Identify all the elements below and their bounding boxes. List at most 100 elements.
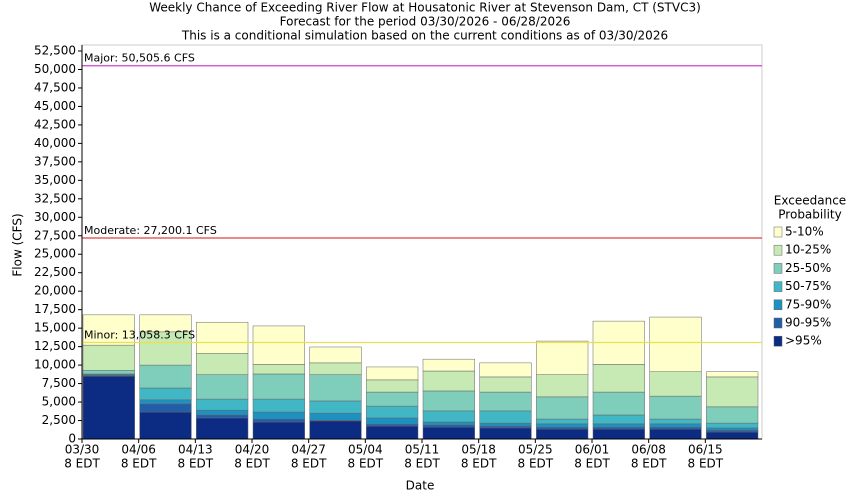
legend-swatch <box>773 263 783 274</box>
bar-segment <box>592 391 645 416</box>
x-tick-label: 04/20 <box>235 443 270 457</box>
y-tick-label: 37,500 <box>34 154 76 168</box>
chart-subtitle: This is a conditional simulation based o… <box>181 29 668 43</box>
threshold-label: Major: 50,505.6 CFS <box>84 52 195 65</box>
bar-segment <box>649 428 702 440</box>
x-tick-label: 8 EDT <box>404 457 440 471</box>
bar-segment <box>649 395 702 420</box>
bar-segment <box>649 426 702 430</box>
y-tick-label: 35,000 <box>34 173 76 187</box>
bar-segment <box>82 344 135 371</box>
legend-title: Probability <box>778 208 841 222</box>
bar-segment <box>706 431 759 440</box>
bar-segment <box>139 399 192 405</box>
bar-segment <box>536 340 589 375</box>
bar-segment <box>252 411 305 420</box>
x-tick-label: 8 EDT <box>64 457 100 471</box>
bar-segment <box>479 376 532 393</box>
x-axis-label: Date <box>406 479 435 493</box>
bar-segment <box>366 417 419 425</box>
bar-segment <box>139 387 192 401</box>
y-tick-label: 0 <box>68 432 76 446</box>
legend-label: >95% <box>785 334 822 348</box>
legend-swatch <box>773 226 783 238</box>
bar-segment <box>139 364 192 389</box>
bar-segment <box>536 374 589 398</box>
bar-segment <box>309 420 362 440</box>
bar-segment <box>706 376 759 408</box>
y-tick-label: 17,500 <box>34 302 76 316</box>
bar-segment <box>82 370 135 375</box>
bar-segment <box>479 422 532 427</box>
bar-segment <box>366 423 419 427</box>
legend-label: 5-10% <box>785 225 824 239</box>
y-tick-label: 45,000 <box>34 99 76 113</box>
x-tick-label: 05/18 <box>461 443 496 457</box>
bar-segment <box>479 427 532 440</box>
bar-segment <box>536 426 589 430</box>
bar-segment <box>309 346 362 364</box>
bar-segment <box>196 409 249 416</box>
bar-segment <box>649 418 702 425</box>
y-tick-label: 12,500 <box>34 339 76 353</box>
bar-segment <box>196 398 249 411</box>
bar-segment <box>422 410 475 423</box>
legend-label: 10-25% <box>785 243 831 257</box>
bar-segment <box>309 412 362 421</box>
x-tick-label: 04/06 <box>121 443 156 457</box>
bar-segment <box>536 418 589 425</box>
bar-segment <box>592 423 645 428</box>
y-tick-label: 2,500 <box>42 413 76 427</box>
x-tick-label: 06/15 <box>688 443 723 457</box>
threshold-label: Moderate: 27,200.1 CFS <box>84 224 217 237</box>
y-tick-label: 20,000 <box>34 284 76 298</box>
bar-segment <box>196 321 249 354</box>
x-tick-label: 8 EDT <box>348 457 384 471</box>
x-tick-label: 8 EDT <box>234 457 270 471</box>
bar-segment <box>479 391 532 412</box>
x-tick-label: 05/11 <box>405 443 440 457</box>
x-tick-label: 8 EDT <box>121 457 157 471</box>
bar-segment <box>309 400 362 414</box>
bar-segment <box>706 422 759 429</box>
bar-segment <box>366 379 419 393</box>
x-tick-label: 8 EDT <box>518 457 554 471</box>
y-tick-label: 22,500 <box>34 265 76 279</box>
bar-segment <box>706 429 759 433</box>
legend-swatch <box>773 244 783 256</box>
bar-segment <box>252 364 305 375</box>
legend-swatch <box>773 335 783 347</box>
bar-segment <box>366 405 419 419</box>
bar-segment <box>366 366 419 381</box>
legend-label: 75-90% <box>785 297 831 311</box>
bar-segment <box>422 424 475 428</box>
bar-segment <box>422 426 475 440</box>
y-tick-label: 42,500 <box>34 117 76 131</box>
y-tick-label: 10,000 <box>34 358 76 372</box>
y-axis-label: Flow (CFS) <box>11 213 25 276</box>
bar-segment <box>82 314 135 346</box>
bar-segment <box>139 314 192 333</box>
x-tick-label: 8 EDT <box>291 457 327 471</box>
bar-segment <box>592 414 645 425</box>
y-tick-label: 40,000 <box>34 136 76 150</box>
chart-subtitle: Forecast for the period 03/30/2026 - 06/… <box>280 15 571 29</box>
x-tick-label: 05/04 <box>348 443 383 457</box>
bar-segment <box>536 423 589 428</box>
x-tick-label: 06/01 <box>575 443 610 457</box>
bar-segment <box>479 410 532 424</box>
bar-segment <box>422 358 475 372</box>
bar-segment <box>196 353 249 375</box>
chart-title: Weekly Chance of Exceeding River Flow at… <box>149 1 701 15</box>
bar-segment <box>366 391 419 407</box>
bar-segment <box>649 371 702 397</box>
x-tick-label: 8 EDT <box>461 457 497 471</box>
bar-segment <box>252 398 305 413</box>
x-tick-label: 8 EDT <box>178 457 214 471</box>
bar-segment <box>82 375 135 440</box>
bar-segment <box>366 425 419 440</box>
threshold-label: Minor: 13,058.3 CFS <box>84 328 195 341</box>
y-tick-label: 50,000 <box>34 62 76 76</box>
bar-segment <box>706 406 759 424</box>
